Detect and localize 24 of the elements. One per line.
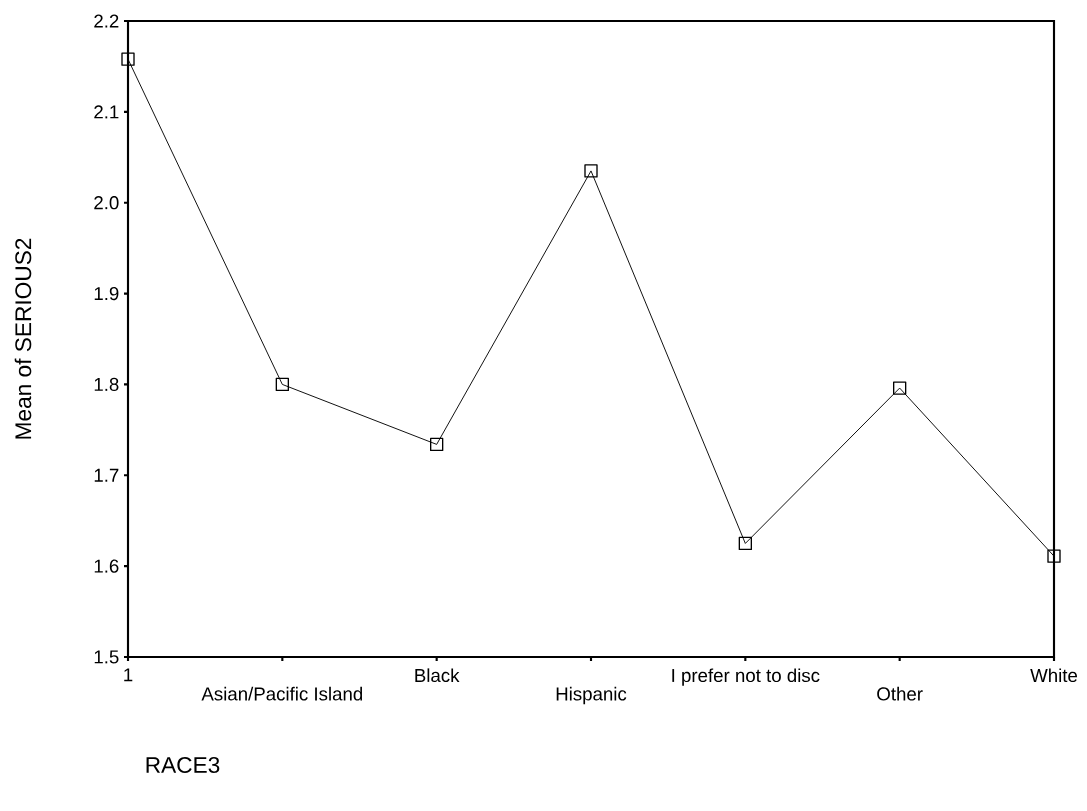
y-tick-label: 2.2	[94, 14, 119, 28]
point	[430, 437, 444, 452]
point	[893, 381, 907, 395]
point	[738, 536, 753, 551]
point	[275, 377, 290, 392]
x-tick-label: Hispanic	[556, 686, 627, 705]
y-tick-label: 2.0	[94, 196, 119, 210]
x-tick-label: 1	[124, 668, 133, 682]
x-tick-label: Other	[877, 686, 923, 701]
x-tick-label: Black	[415, 668, 460, 683]
y-tick-label: 1.9	[94, 286, 119, 301]
point	[584, 164, 598, 178]
y-axis-title: Mean of SERIOUS2	[14, 238, 32, 439]
x-tick-label: White	[1030, 668, 1078, 683]
x-tick-label: Asian/Pacific Island	[201, 686, 363, 701]
y-tick-label: 1.8	[94, 377, 119, 392]
x-axis-title: RACE3	[146, 756, 220, 774]
point	[121, 52, 135, 66]
y-tick-label: 2.1	[94, 105, 119, 119]
y-tick-label: 1.7	[94, 468, 119, 482]
point	[1047, 549, 1061, 563]
y-tick-label: 1.5	[94, 650, 119, 664]
x-tick-label: I prefer not to disc	[672, 668, 820, 686]
y-tick-label: 1.6	[94, 559, 119, 573]
